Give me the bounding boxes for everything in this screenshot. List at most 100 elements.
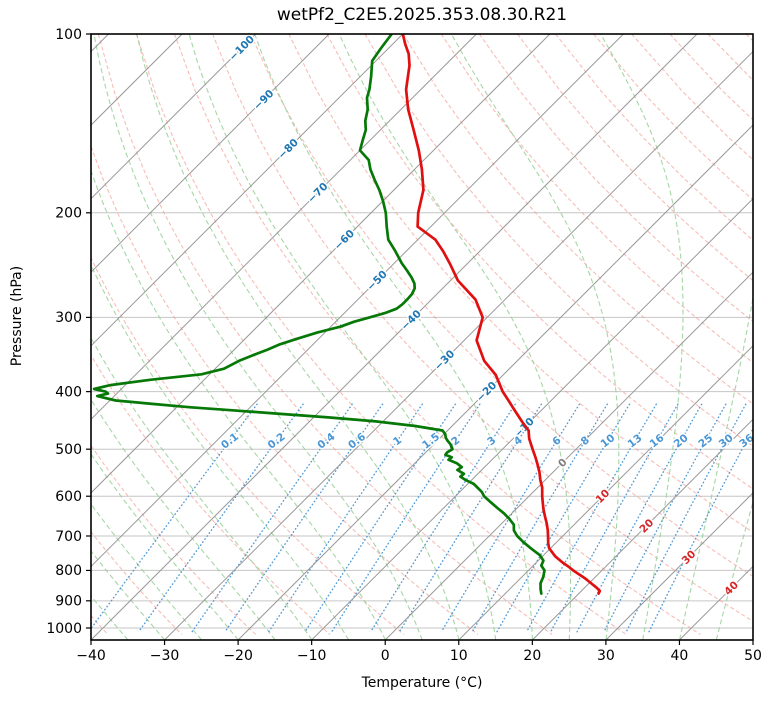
dry-adiabat-line	[555, 34, 753, 241]
dry-adiabat-line	[212, 34, 753, 622]
dry-adiabat-line	[91, 144, 479, 635]
y-tick-label: 600	[55, 489, 82, 505]
y-tick-label: 800	[55, 563, 82, 579]
mixing-ratio-line	[648, 427, 753, 633]
moist-adiabat-line	[91, 638, 92, 640]
x-tick-label: 20	[523, 648, 541, 664]
mixing-ratio-line	[331, 403, 481, 633]
isotherm-line	[458, 345, 753, 640]
isotherm-line	[385, 271, 753, 640]
y-tick-label: 200	[55, 206, 82, 222]
moist-adiabat-line	[715, 500, 753, 640]
x-tick-label: −30	[150, 648, 180, 664]
isotherm-line	[164, 50, 753, 640]
mixing-ratio-line	[137, 403, 304, 633]
mixing-ratio-line	[550, 403, 679, 633]
x-tick-label: −20	[223, 648, 253, 664]
moist-adiabat-line	[136, 34, 460, 640]
moist-adiabat-line	[91, 169, 386, 640]
mixing-ratio-line	[496, 403, 631, 633]
mixing-ratio-label: 1	[391, 434, 404, 448]
dry-adiabat-line	[440, 34, 753, 364]
temperature-profile-line	[401, 34, 602, 595]
moist-adiabat-line	[450, 34, 620, 640]
mixing-ratio-line	[526, 403, 657, 633]
moist-adiabat-line	[0, 31, 18, 639]
mixing-ratio-line	[603, 403, 727, 633]
x-tick-label: −40	[76, 648, 106, 664]
isotherm-line	[91, 34, 477, 421]
y-tick-label: 1000	[46, 621, 82, 637]
dry-adiabat-line	[516, 34, 753, 282]
moist-adiabat-line	[599, 34, 684, 640]
y-tick-label: 700	[55, 529, 82, 545]
x-tick-label: 40	[671, 648, 689, 664]
moist-adiabat-line	[0, 31, 54, 639]
moist-adiabat-line	[679, 294, 753, 640]
isotherm-line	[679, 565, 753, 640]
isotherm-line	[91, 34, 330, 273]
moist-adiabat-line	[91, 398, 276, 640]
moist-adiabat-line	[338, 34, 572, 640]
dry-adiabat-line	[91, 354, 331, 635]
mixing-ratio-label: 6	[550, 434, 563, 448]
y-tick-label: 300	[55, 310, 82, 326]
moist-adiabat-line	[91, 336, 313, 640]
mixing-ratio-line	[471, 403, 608, 633]
mixing-ratio-line	[304, 403, 457, 633]
dry-adiabat-line	[288, 34, 753, 533]
dry-adiabat-line	[91, 444, 257, 635]
isotherm-line	[605, 492, 753, 640]
isotherm-line	[91, 34, 257, 200]
dry-adiabat-line	[91, 530, 183, 635]
x-tick-label: 30	[597, 648, 615, 664]
x-tick-label: 0	[381, 648, 390, 664]
isotherm-line	[91, 34, 404, 347]
plot-border	[90, 33, 754, 641]
isotherm-line	[237, 124, 753, 640]
isotherm-line	[91, 34, 698, 640]
dry-adiabat-line	[364, 34, 753, 447]
dry-adiabat-line	[745, 34, 753, 42]
mixing-ratio-label: 30	[717, 432, 736, 450]
mixing-ratio-line	[576, 403, 703, 633]
dry-adiabat-line	[250, 34, 753, 578]
moist-adiabat-line	[91, 550, 166, 640]
isotherm-line	[91, 34, 551, 494]
mixing-ratio-label: 8	[579, 434, 592, 448]
chart-title: wetPf2_C2E5.2025.353.08.30.R21	[276, 5, 568, 25]
mixing-ratio-label: 0.6	[346, 431, 368, 452]
y-tick-label: 100	[55, 27, 82, 43]
plot-area: −100−90−80−70−60−50−40−30−20−10010203040…	[0, 31, 753, 640]
isotherm-label: −80	[276, 137, 301, 162]
isotherm-label: 0	[556, 456, 570, 470]
mixing-ratio-line	[224, 403, 384, 633]
dry-adiabat-line	[326, 34, 753, 490]
isotherm-label: −100	[227, 33, 257, 63]
mixing-ratio-label: 0.2	[266, 431, 288, 452]
isotherm-line	[311, 197, 753, 640]
mixing-ratio-label: 0.1	[219, 431, 241, 452]
mixing-ratio-line	[398, 403, 542, 633]
dry-adiabat-line	[593, 34, 753, 201]
isotherm-line	[91, 34, 109, 53]
moist-adiabat-line	[91, 453, 239, 640]
y-tick-label: 900	[55, 594, 82, 610]
mixing-ratio-label: 20	[672, 432, 691, 450]
isotherm-line	[532, 418, 753, 640]
isotherm-line	[752, 639, 753, 640]
x-axis-label: Temperature (°C)	[361, 675, 483, 691]
dry-adiabat-line	[91, 256, 405, 635]
y-tick-label: 500	[55, 442, 82, 458]
dry-adiabat-line	[402, 34, 753, 405]
moist-adiabat-line	[188, 34, 497, 640]
moist-adiabat-line	[91, 263, 350, 640]
x-tick-label: 50	[744, 648, 762, 664]
mixing-ratio-label: 10	[598, 432, 617, 450]
x-tick-label: 10	[450, 648, 468, 664]
isotherm-line	[91, 34, 624, 568]
dry-adiabat-line	[669, 34, 753, 121]
mixing-ratio-label: 13	[626, 432, 645, 450]
